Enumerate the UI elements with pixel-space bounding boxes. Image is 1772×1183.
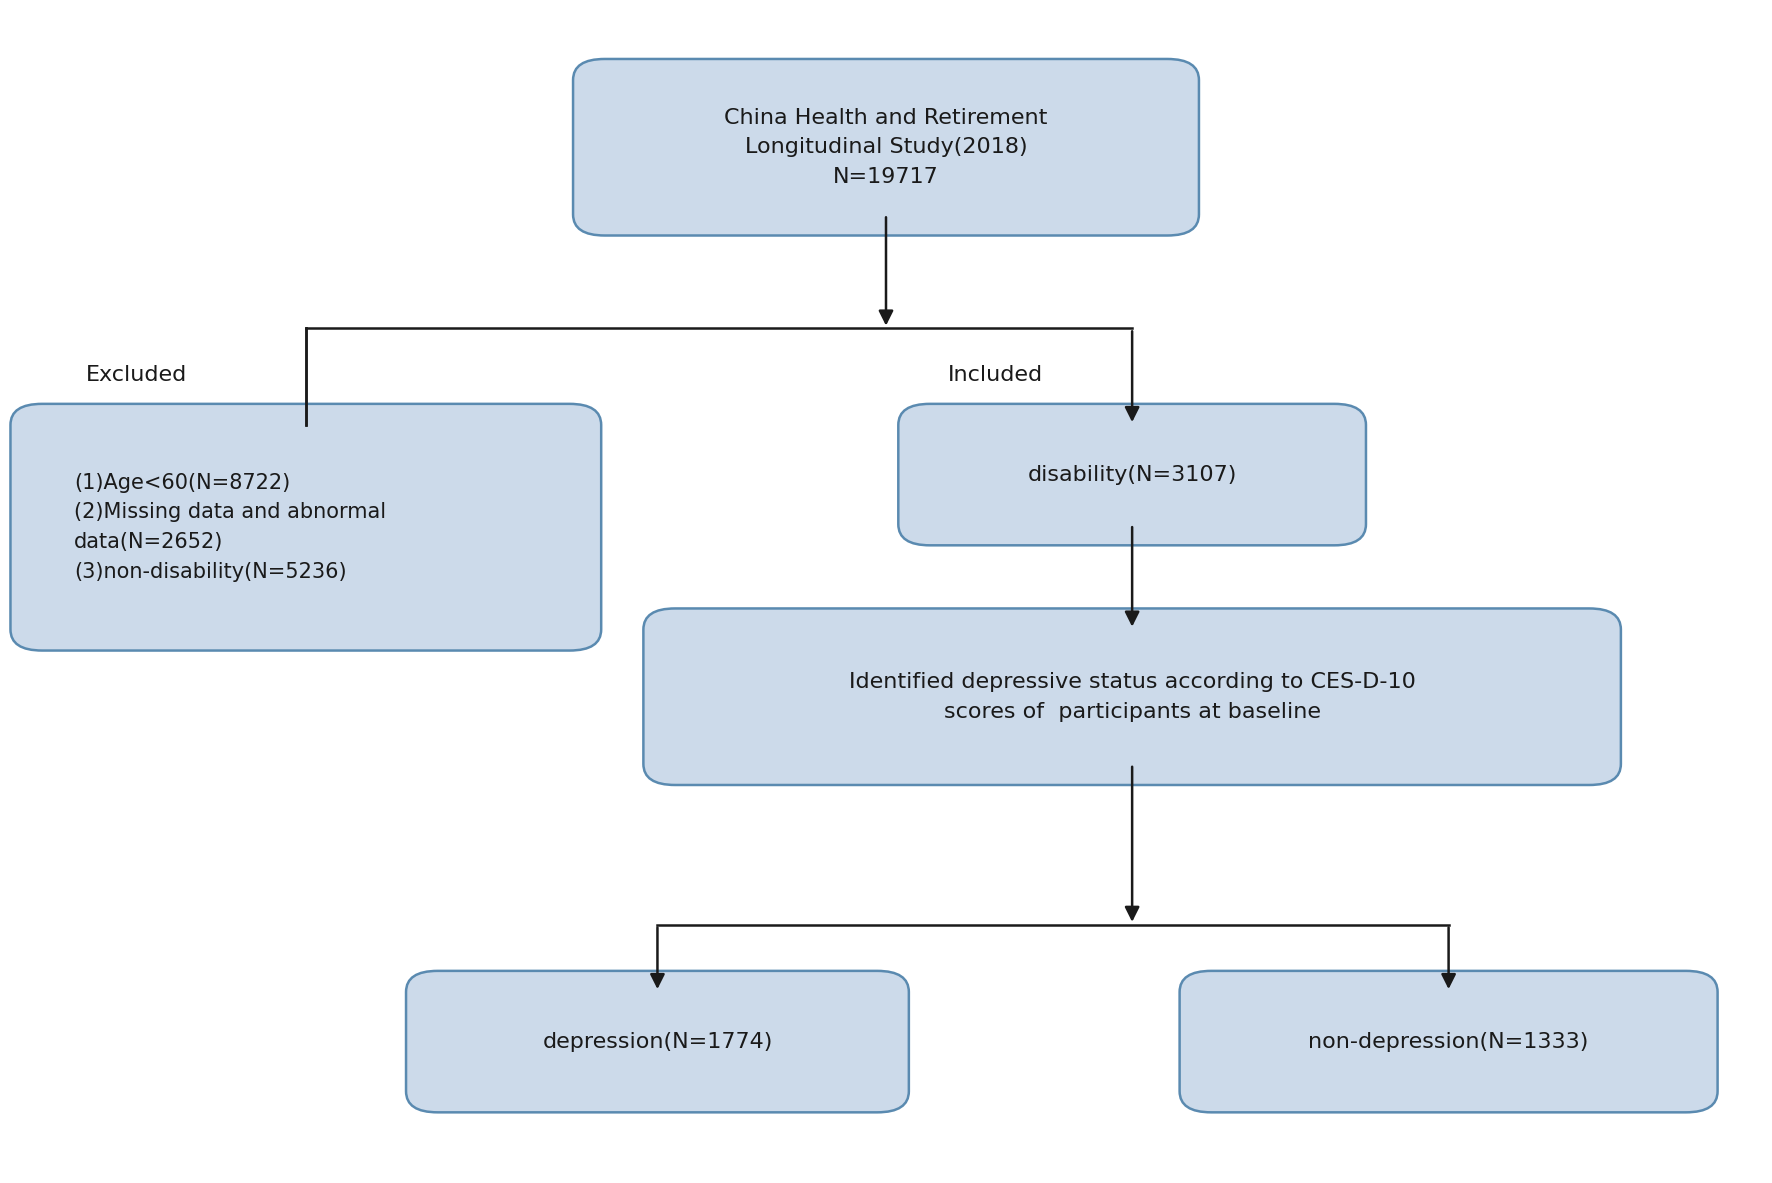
FancyBboxPatch shape	[406, 971, 909, 1112]
FancyBboxPatch shape	[1180, 971, 1717, 1112]
Text: non-depression(N=1333): non-depression(N=1333)	[1308, 1032, 1589, 1052]
Text: Identified depressive status according to CES-D-10
scores of  participants at ba: Identified depressive status according t…	[849, 672, 1416, 722]
Text: China Health and Retirement
Longitudinal Study(2018)
N=19717: China Health and Retirement Longitudinal…	[725, 108, 1047, 187]
FancyBboxPatch shape	[11, 403, 601, 651]
Text: depression(N=1774): depression(N=1774)	[542, 1032, 773, 1052]
Text: (1)Age<60(N=8722)
(2)Missing data and abnormal
data(N=2652)
(3)non-disability(N=: (1)Age<60(N=8722) (2)Missing data and ab…	[74, 473, 386, 582]
FancyBboxPatch shape	[643, 608, 1621, 786]
Text: Included: Included	[948, 366, 1042, 386]
Text: disability(N=3107): disability(N=3107)	[1028, 465, 1237, 485]
FancyBboxPatch shape	[898, 403, 1366, 545]
Text: Excluded: Excluded	[87, 366, 188, 386]
FancyBboxPatch shape	[572, 59, 1200, 235]
